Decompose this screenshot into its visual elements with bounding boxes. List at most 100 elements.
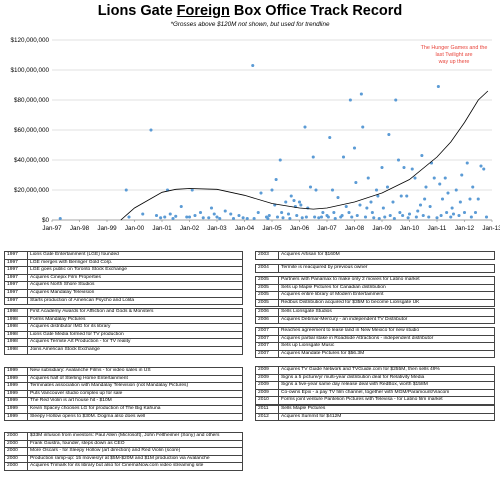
year-cell: 2000 — [4, 432, 28, 441]
table-row: 1998 Forms Mandalay Pictures — [4, 315, 243, 325]
data-point — [332, 210, 336, 215]
data-point — [223, 209, 227, 213]
data-point — [280, 210, 284, 215]
table-row: 1999 Kevin Spacey chooses LG for producti… — [4, 404, 243, 414]
table-row: 2000 Frank Giustra, founder, steps down a… — [4, 439, 243, 449]
data-point — [482, 167, 486, 171]
x-tick-label: Jan-11 — [428, 225, 447, 232]
data-point — [159, 216, 163, 220]
data-point — [424, 185, 428, 189]
data-point — [149, 128, 153, 132]
data-point — [392, 216, 396, 221]
year-cell: 1998 — [4, 308, 28, 317]
data-point — [401, 213, 405, 218]
event-cell: Partners with Panamax to make only 2 mov… — [278, 276, 495, 285]
year-cell: 2011 — [255, 405, 279, 414]
x-tick-label: Jan-13 — [482, 225, 500, 232]
y-tick-label: $100,000,000 — [10, 67, 49, 74]
year-cell: 2009 — [255, 388, 279, 398]
data-point — [267, 213, 271, 218]
x-tick-label: Jan-03 — [207, 225, 227, 232]
data-point — [289, 194, 293, 198]
data-point — [212, 212, 216, 216]
year-cell: 2007 — [255, 334, 279, 344]
scatter-chart: $0 $20,000,000 $40,000,000 $60,000,000 $80,0… — [10, 37, 500, 232]
timeline-table: 1997 Lions Gate Entertainment (LGE) found… — [4, 251, 243, 306]
data-point — [484, 215, 489, 219]
data-point — [381, 206, 385, 210]
data-point — [458, 200, 462, 204]
y-tick-label: $80,000,000 — [14, 97, 50, 104]
year-cell: 2010 — [255, 396, 279, 405]
event-cell: Lions Gate Entertainment (LGE) founded — [27, 251, 243, 260]
timeline-table: 2006 Sells Lionsgate Studios 2006 Acquires … — [255, 308, 495, 325]
data-point — [266, 216, 270, 221]
event-cell: Kevin Spacey chooses LG for production o… — [27, 404, 243, 414]
event-cell: Sells Maple Pictures — [278, 405, 495, 414]
data-point — [284, 200, 288, 204]
data-point — [190, 188, 194, 192]
data-point — [457, 213, 461, 218]
event-cell: Acquires half of Sterling Home Entertain… — [27, 374, 243, 384]
data-point — [476, 197, 480, 201]
event-cell: Redbus Distribution acquired for $35M to… — [278, 298, 495, 308]
title-text-underlined: Foreign — [176, 3, 230, 19]
table-row: 1998 Lions Gate Media formed for TV produ… — [4, 330, 243, 340]
x-tick-label: Jan-04 — [235, 225, 255, 232]
data-point — [171, 216, 175, 221]
data-point — [237, 213, 241, 218]
table-row: 1998 Acquires Termite Art Production - fo… — [4, 338, 243, 347]
data-point — [252, 216, 256, 221]
data-point — [198, 210, 203, 215]
data-point — [402, 165, 406, 170]
data-point — [259, 191, 263, 195]
year-cell: 2007 — [255, 342, 279, 351]
event-cell: Acquires Debmar-Mercury - an independent… — [278, 315, 495, 325]
data-point — [413, 176, 417, 180]
data-point — [416, 209, 420, 213]
trendline — [120, 90, 489, 221]
chart-subtitle: *Grosses above $120M not shown, but used… — [170, 21, 330, 28]
x-tick-label: Jan-99 — [97, 225, 117, 232]
data-point — [363, 215, 368, 219]
data-point — [326, 215, 330, 219]
event-cell: Acquires partial stake in Roadside Attra… — [278, 334, 495, 344]
year-cell: 1997 — [4, 281, 28, 290]
data-point — [428, 204, 432, 209]
data-point — [383, 215, 387, 219]
x-tick-label: Jan-12 — [455, 225, 475, 232]
table-row: 2009 Signs a five-year same day release d… — [255, 381, 495, 390]
data-point — [462, 210, 467, 215]
y-tick-label: $60,000,000 — [14, 127, 50, 134]
table-row: 2006 Acquires Debmar-Mercury - an indepen… — [255, 315, 495, 325]
data-point — [292, 198, 296, 203]
x-tick-label: Jan-02 — [180, 225, 200, 232]
data-point — [414, 215, 418, 219]
event-cell: Acquires entire library of Modern Entert… — [278, 291, 495, 300]
table-row: 2007 Acquires partial stake in Roadside A… — [255, 334, 495, 344]
event-cell: Terminates association with Mandalay Tel… — [27, 382, 243, 391]
x-tick-label: Jan-00 — [125, 225, 145, 232]
year-cell: 1998 — [4, 338, 28, 347]
data-point — [185, 215, 189, 219]
data-point — [241, 216, 245, 220]
table-row: 1997 Acquires Mandalay Television — [4, 288, 243, 298]
data-point — [286, 212, 291, 216]
data-point — [388, 213, 392, 218]
year-cell: 1997 — [4, 251, 28, 260]
year-cell: 2000 — [4, 454, 28, 464]
data-point — [439, 213, 443, 218]
event-cell: $33M infusion from investors: Paul Allen… — [27, 432, 243, 441]
year-cell: 2006 — [255, 315, 279, 325]
timeline-table: 2003 Acquires Artisan for $160M — [255, 251, 495, 260]
data-point — [369, 200, 373, 204]
data-point — [358, 203, 362, 207]
data-point — [319, 215, 324, 219]
data-point — [163, 215, 167, 219]
year-cell: 2003 — [255, 251, 279, 260]
event-cell: Starts production of American Psycho and… — [27, 296, 243, 306]
data-point — [454, 188, 458, 192]
data-point — [174, 214, 178, 218]
table-row: 1997 Acquires Cinepix Film Properties — [4, 273, 243, 283]
data-point — [193, 213, 197, 218]
